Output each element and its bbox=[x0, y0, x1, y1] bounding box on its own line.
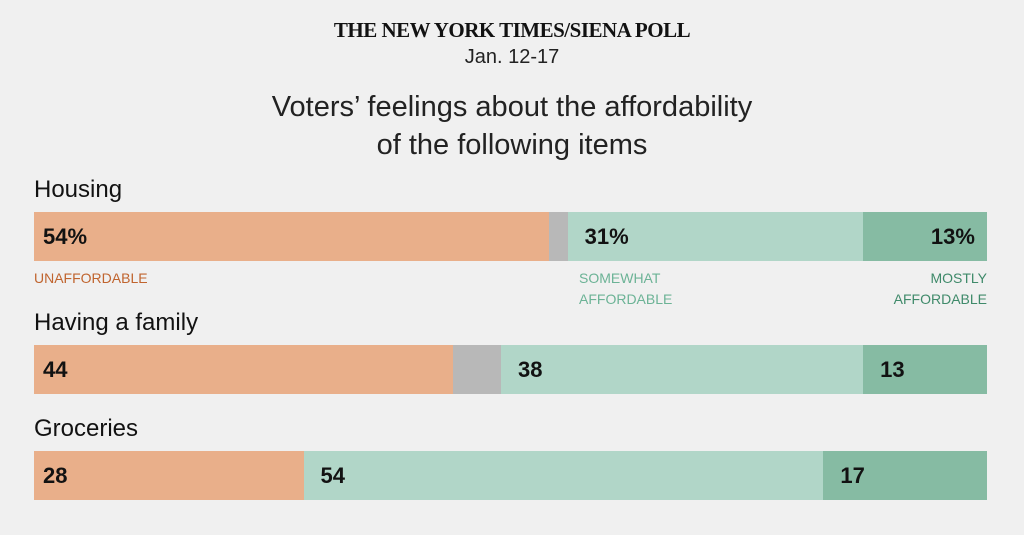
data-label: 44 bbox=[43, 356, 68, 382]
chart-title: Voters’ feelings about the affordability… bbox=[0, 88, 1024, 164]
data-label: 38 bbox=[517, 356, 543, 382]
legend-somewhat-line-2: AFFORDABLE bbox=[579, 291, 673, 307]
category-label-having-a-family: Having a family bbox=[34, 309, 199, 336]
data-label: 13% bbox=[930, 223, 975, 249]
bar-segment-remainder bbox=[453, 345, 501, 394]
legend-mostly-line-1: MOSTLY bbox=[930, 270, 987, 286]
bar-segment-mostly-affordable: 13 bbox=[863, 345, 987, 394]
poll-date: Jan. 12-17 bbox=[464, 46, 560, 68]
bar-segment-somewhat-affordable: 31% bbox=[567, 212, 864, 261]
legend-somewhat-affordable: SOMEWHAT AFFORDABLE bbox=[579, 268, 672, 310]
bar-segment-unaffordable: 28 bbox=[34, 451, 304, 500]
legend-unaffordable: UNAFFORDABLE bbox=[34, 268, 148, 289]
bar-segment-somewhat-affordable: 54 bbox=[303, 451, 824, 500]
bar-segment-unaffordable: 44 bbox=[34, 345, 454, 394]
legend-mostly-line-2: AFFORDABLE bbox=[893, 291, 987, 307]
legend-somewhat-line-1: SOMEWHAT bbox=[579, 270, 661, 286]
data-label: 28 bbox=[43, 462, 68, 488]
chart-title-line-1: Voters’ feelings about the affordability bbox=[271, 91, 753, 123]
data-label: 31% bbox=[584, 223, 629, 249]
category-label-groceries: Groceries bbox=[34, 415, 139, 442]
data-label: 17 bbox=[840, 462, 865, 488]
bar-having-a-family: 44 38 13 bbox=[34, 345, 987, 394]
bar-segment-mostly-affordable: 13% bbox=[863, 212, 987, 261]
bar-segment-somewhat-affordable: 38 bbox=[500, 345, 864, 394]
bar-segment-unaffordable: 54% bbox=[34, 212, 549, 261]
bar-segment-remainder bbox=[548, 212, 568, 261]
bar-segment-mostly-affordable: 17 bbox=[823, 451, 987, 500]
category-label-housing: Housing bbox=[34, 176, 123, 203]
chart-title-line-2: of the following items bbox=[376, 129, 648, 161]
legend-mostly-affordable: MOSTLY AFFORDABLE bbox=[894, 268, 987, 310]
data-label: 54 bbox=[320, 462, 346, 488]
bar-housing: 54% 31% 13% bbox=[34, 212, 987, 261]
bar-groceries: 28 54 17 bbox=[34, 451, 987, 500]
legend-unaffordable-line: UNAFFORDABLE bbox=[34, 270, 148, 286]
poll-source: THE NEW YORK TIMES/SIENA POLL bbox=[333, 18, 691, 42]
data-label: 13 bbox=[880, 356, 905, 382]
data-label: 54% bbox=[43, 223, 88, 249]
